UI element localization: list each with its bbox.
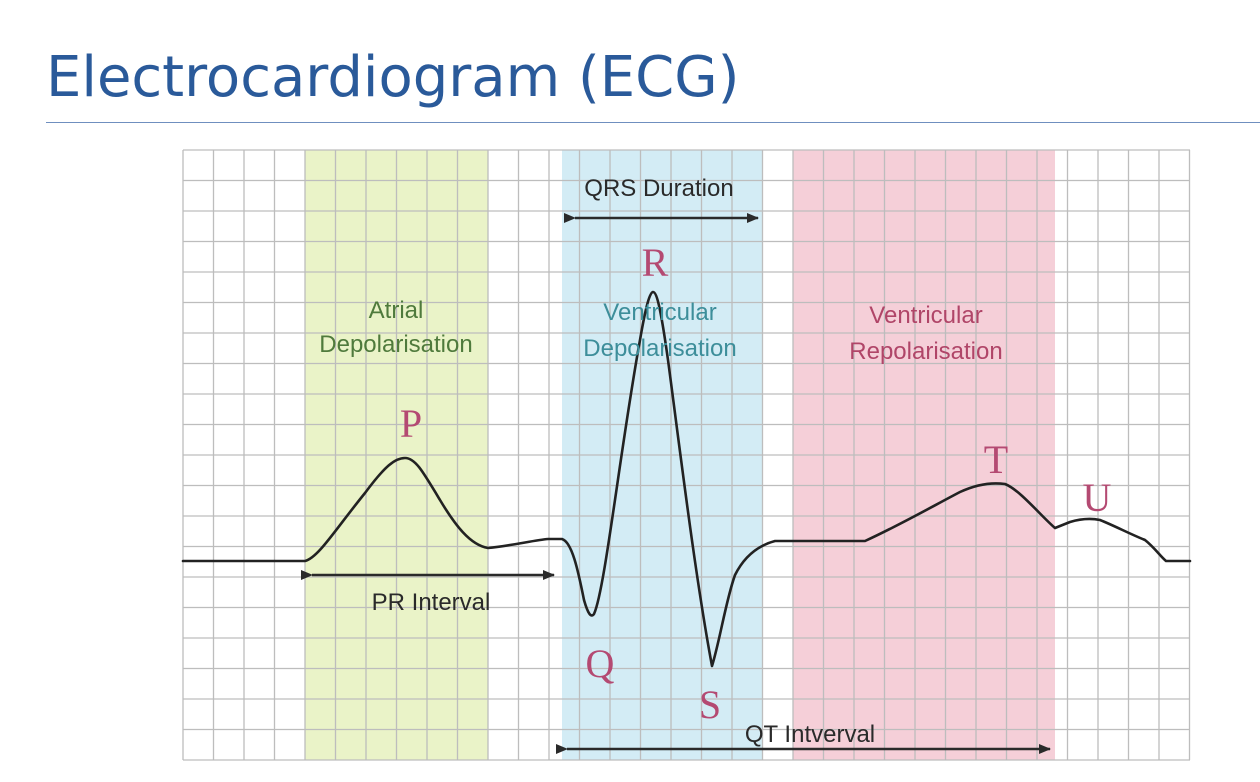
qt-interval-label: QT Intverval xyxy=(745,721,875,748)
slide-title: Electrocardiogram (ECG) xyxy=(46,45,740,110)
wave-t-label: T xyxy=(984,437,1008,482)
ventricular-repol-label-line1: Ventricular xyxy=(869,302,982,329)
ventricular-repol-label-line2: Repolarisation xyxy=(849,338,1002,365)
ecg-trace xyxy=(181,290,1192,668)
wave-s-label: S xyxy=(699,682,721,727)
title-rule xyxy=(46,122,1260,123)
wave-u-label: U xyxy=(1083,475,1112,520)
ventricular-depol-label-line1: Ventricular xyxy=(603,299,716,326)
wave-r-label: R xyxy=(642,240,669,285)
ventricular-depol-label-line2: Depolarisation xyxy=(583,335,736,362)
qrs-duration-label: QRS Duration xyxy=(584,175,733,202)
wave-q-label: Q xyxy=(586,641,615,686)
wave-p-label: P xyxy=(400,401,422,446)
atrial-label-line1: Atrial xyxy=(369,297,424,324)
ecg-grid xyxy=(182,149,1191,761)
atrial-label-line2: Depolarisation xyxy=(319,331,472,358)
pr-interval-label: PR Interval xyxy=(372,589,491,616)
